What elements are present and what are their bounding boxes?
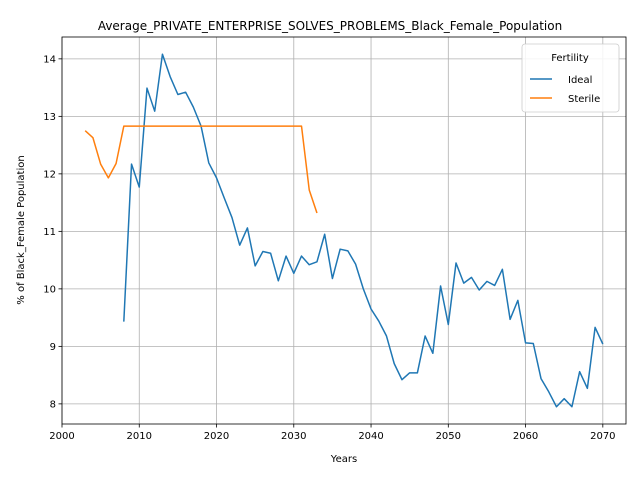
series-line-sterile bbox=[84, 125, 318, 214]
x-tick-label: 2050 bbox=[436, 431, 461, 442]
x-tick-label: 2000 bbox=[49, 431, 74, 442]
y-tick-label: 12 bbox=[43, 169, 56, 180]
legend-label-sterile: Sterile bbox=[568, 94, 600, 105]
y-tick-label: 9 bbox=[50, 342, 56, 353]
legend: Fertility Ideal Sterile bbox=[521, 43, 620, 113]
y-tick-label: 10 bbox=[43, 284, 56, 295]
grid bbox=[61, 37, 626, 424]
y-axis-label: % of Black_Female Population bbox=[16, 155, 27, 304]
series-group bbox=[84, 53, 604, 408]
x-tick-label: 2060 bbox=[513, 431, 538, 442]
x-tick-label: 2020 bbox=[204, 431, 229, 442]
y-axis: 8 9 10 11 12 13 14 bbox=[43, 54, 62, 410]
legend-box bbox=[521, 43, 620, 113]
y-tick-label: 13 bbox=[43, 112, 56, 123]
x-axis: 2000 2010 2020 2030 2040 2050 2060 2070 bbox=[49, 424, 616, 442]
x-tick-label: 2010 bbox=[127, 431, 152, 442]
chart-title: Average_PRIVATE_ENTERPRISE_SOLVES_PROBLE… bbox=[98, 19, 562, 33]
legend-label-ideal: Ideal bbox=[568, 75, 592, 86]
x-tick-label: 2070 bbox=[590, 431, 615, 442]
y-tick-label: 14 bbox=[43, 54, 56, 65]
x-axis-label: Years bbox=[330, 454, 357, 465]
x-tick-label: 2030 bbox=[281, 431, 306, 442]
y-tick-label: 11 bbox=[43, 227, 56, 238]
y-tick-label: 8 bbox=[50, 399, 56, 410]
x-tick-label: 2040 bbox=[358, 431, 383, 442]
plot-frame bbox=[61, 36, 627, 425]
legend-title: Fertility bbox=[551, 53, 589, 64]
series-line-ideal bbox=[123, 53, 604, 408]
